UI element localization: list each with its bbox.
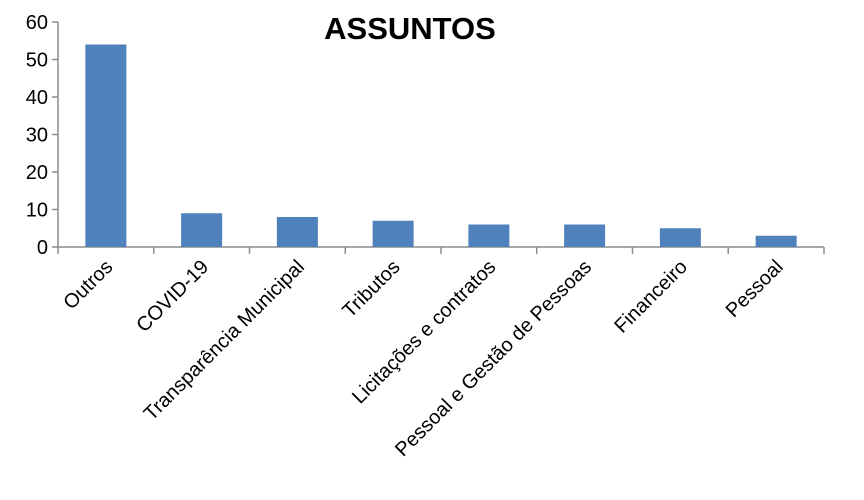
bar <box>755 235 797 247</box>
x-category-label: Outros <box>59 256 117 314</box>
x-axis <box>57 246 825 254</box>
y-tick-label: 10 <box>26 200 48 222</box>
x-category-label: Tributos <box>339 256 405 322</box>
y-tick-label: 0 <box>37 237 48 259</box>
y-tick-label: 60 <box>26 12 48 34</box>
bar <box>564 224 606 247</box>
bar <box>85 44 127 247</box>
y-tick-label: 30 <box>26 125 48 147</box>
x-category-label: Pessoal <box>722 256 788 322</box>
y-tick-label: 50 <box>26 50 48 72</box>
y-tick-label: 40 <box>26 87 48 109</box>
bar <box>276 217 318 247</box>
bar <box>181 213 223 247</box>
x-category-label: Financeiro <box>610 256 692 338</box>
chart-title: ASSUNTOS <box>324 11 496 46</box>
bar <box>468 224 510 247</box>
x-category-label: COVID-19 <box>132 256 213 337</box>
x-category-label: Pessoal e Gestão de Pessoas <box>391 256 596 461</box>
bars <box>85 44 797 247</box>
bar <box>372 220 414 247</box>
y-axis: 0 10 20 30 40 50 60 <box>26 12 59 259</box>
y-tick-label: 20 <box>26 162 48 184</box>
bar <box>659 228 701 247</box>
x-category-label: Transparência Municipal <box>140 256 309 425</box>
